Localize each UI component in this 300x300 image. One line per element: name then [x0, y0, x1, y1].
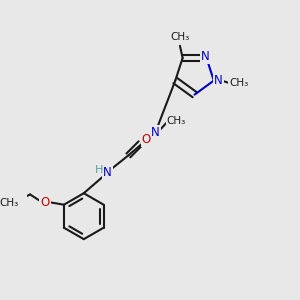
Text: N: N: [201, 50, 209, 63]
Text: CH₃: CH₃: [229, 78, 248, 88]
Text: H: H: [94, 165, 103, 175]
Text: CH₃: CH₃: [167, 116, 186, 126]
Text: N: N: [214, 74, 223, 87]
Text: CH₃: CH₃: [170, 32, 190, 42]
Text: N: N: [103, 166, 112, 179]
Text: CH₃: CH₃: [0, 198, 19, 208]
Text: O: O: [142, 133, 151, 146]
Text: N: N: [151, 126, 160, 139]
Text: O: O: [40, 196, 50, 208]
